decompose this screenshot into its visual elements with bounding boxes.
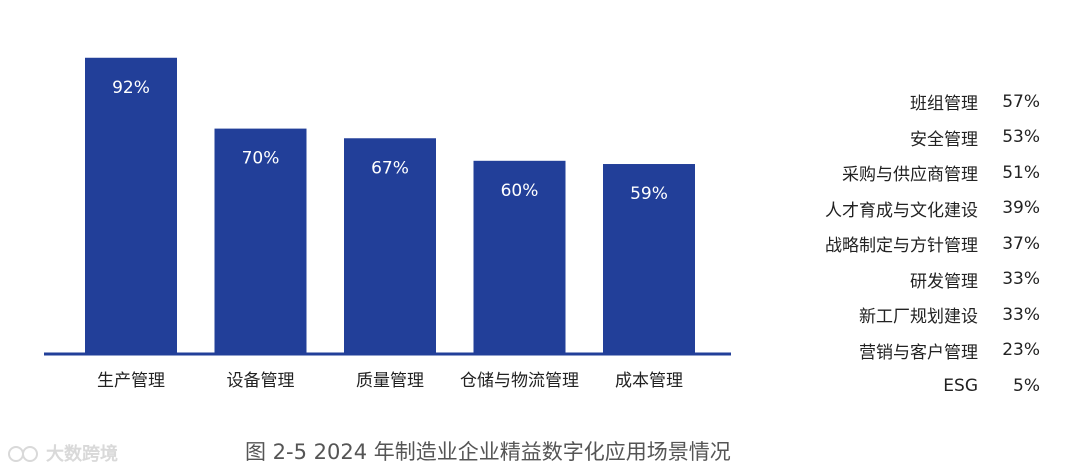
side-list-name: 班组管理 <box>910 94 978 115</box>
bar-5 <box>603 164 695 354</box>
side-list-name: ESG <box>943 375 978 396</box>
side-list-item: 新工厂规划建设 33% <box>770 297 1040 333</box>
watermark-logo-icon <box>8 443 42 463</box>
figure-caption: 图 2-5 2024 年制造业企业精益数字化应用场景情况 <box>245 440 731 464</box>
category-label: 成本管理 <box>615 371 683 391</box>
bar-value-label: 59% <box>630 184 668 204</box>
side-list-name: 安全管理 <box>910 129 978 150</box>
side-list: 班组管理 57% 安全管理 53% 采购与供应商管理 51% 人才育成与文化建设 39% 战略制… <box>770 84 1040 404</box>
side-list-value: 57% <box>1002 91 1040 112</box>
side-list-name: 营销与客户管理 <box>859 342 978 363</box>
side-list-value: 37% <box>1002 233 1040 254</box>
bar-value-label: 92% <box>112 78 150 98</box>
bar-chart: 92% 70% 67% 60% 59% 生产管理 设备管理 质量管理 仓储与物流管理 成本管理 <box>44 57 731 391</box>
side-list-name: 新工厂规划建设 <box>859 307 978 328</box>
category-label: 生产管理 <box>97 371 165 391</box>
side-list-name: 采购与供应商管理 <box>842 165 978 186</box>
side-list-item: 人才育成与文化建设 39% <box>770 191 1040 227</box>
category-label: 设备管理 <box>227 371 295 391</box>
side-list-item: ESG 5% <box>770 368 1040 404</box>
watermark: 大数跨境 <box>8 440 118 466</box>
side-list-item: 研发管理 33% <box>770 262 1040 298</box>
side-list-item: 营销与客户管理 23% <box>770 333 1040 369</box>
side-list-name: 研发管理 <box>910 271 978 292</box>
bar-3 <box>344 138 436 354</box>
side-list-value: 5% <box>1013 375 1040 396</box>
bar-value-label: 70% <box>242 149 280 169</box>
side-list-value: 51% <box>1002 162 1040 183</box>
bar-2 <box>214 128 307 354</box>
side-list-value: 33% <box>1002 304 1040 325</box>
side-list-value: 39% <box>1002 198 1040 219</box>
side-list-item: 战略制定与方针管理 37% <box>770 226 1040 262</box>
category-label: 仓储与物流管理 <box>460 371 579 391</box>
watermark-text: 大数跨境 <box>46 444 118 465</box>
side-list-item: 采购与供应商管理 51% <box>770 155 1040 191</box>
bar-1 <box>85 57 177 354</box>
side-list-value: 53% <box>1002 127 1040 148</box>
bar-value-label: 67% <box>371 158 409 178</box>
side-list-name: 人才育成与文化建设 <box>825 200 978 221</box>
side-list-item: 班组管理 57% <box>770 84 1040 120</box>
category-label: 质量管理 <box>356 371 424 391</box>
bar-4 <box>473 160 566 354</box>
side-list-name: 战略制定与方针管理 <box>825 236 978 257</box>
side-list-value: 23% <box>1002 340 1040 361</box>
bar-value-label: 60% <box>501 181 539 201</box>
side-list-item: 安全管理 53% <box>770 120 1040 156</box>
side-list-value: 33% <box>1002 269 1040 290</box>
